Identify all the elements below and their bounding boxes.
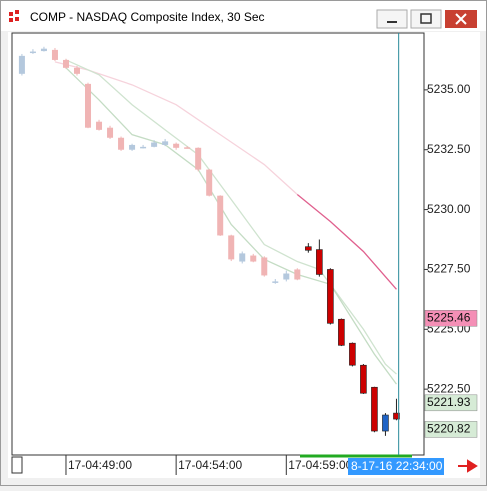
candle-body xyxy=(107,127,114,138)
candle-body xyxy=(294,269,301,280)
candle-body xyxy=(85,83,92,128)
candle-body xyxy=(261,257,268,276)
price-marker xyxy=(424,394,478,412)
price-marker xyxy=(424,310,478,327)
window-title: COMP - NASDAQ Composite Index, 30 Sec xyxy=(30,10,265,24)
cursor-label-bg xyxy=(348,458,444,475)
candle-body xyxy=(62,59,69,68)
y-tick-label: 5222.50 xyxy=(427,381,471,395)
candle-body xyxy=(349,342,356,366)
candle-body xyxy=(305,246,312,251)
y-tick-label: 5232.50 xyxy=(427,142,471,156)
scroll-right-arrow[interactable] xyxy=(458,459,478,473)
candle-body xyxy=(283,273,290,280)
close-button[interactable] xyxy=(445,10,477,28)
candle-body xyxy=(118,137,125,150)
candle-body xyxy=(29,51,36,54)
candle-body xyxy=(217,195,224,236)
candle-body xyxy=(250,255,257,262)
x-tick-label: 17-04:59:00 xyxy=(288,458,352,472)
candle-body xyxy=(96,121,103,130)
candle-body xyxy=(338,318,345,346)
candle-body xyxy=(327,269,334,324)
candle-body xyxy=(206,169,213,196)
maximize-button[interactable] xyxy=(410,9,442,29)
candle-body xyxy=(73,67,80,74)
y-tick-label: 5230.00 xyxy=(427,202,471,216)
candle-body xyxy=(173,143,180,148)
candle-body xyxy=(316,249,323,275)
candle-body xyxy=(18,55,25,74)
minimize-button[interactable] xyxy=(376,9,408,29)
moving-average-line xyxy=(65,67,397,385)
candle-body xyxy=(184,147,191,149)
candle-body xyxy=(382,414,389,432)
plot-layer xyxy=(18,46,400,436)
cursor-label: 8-17-16 22:34:00 xyxy=(351,459,443,473)
x-tick-label: 17-04:49:00 xyxy=(68,458,132,472)
price-marker-label: 5225.46 xyxy=(427,310,471,324)
scroll-box[interactable] xyxy=(11,456,23,474)
candle-body xyxy=(140,146,147,149)
price-marker-label: 5221.93 xyxy=(427,395,471,409)
candle-body xyxy=(228,235,235,260)
moving-average-line xyxy=(65,59,397,375)
price-marker xyxy=(424,421,478,438)
candle-body xyxy=(51,49,58,60)
candle-body xyxy=(239,253,246,262)
candle-body xyxy=(360,364,367,394)
candle-body xyxy=(40,48,47,52)
candle-body xyxy=(393,412,400,420)
candle-body xyxy=(129,144,136,150)
x-tick-label: 17-04:54:00 xyxy=(178,458,242,472)
y-tick-label: 5235.00 xyxy=(427,82,471,96)
candle-body xyxy=(151,142,158,147)
candle-body xyxy=(195,147,202,170)
candle-body xyxy=(162,141,169,145)
candle-body xyxy=(371,386,378,432)
candle-body xyxy=(272,281,279,283)
price-marker-label: 5220.82 xyxy=(427,422,471,436)
y-tick-label: 5227.50 xyxy=(427,262,471,276)
moving-average-line xyxy=(296,193,397,290)
app-icon xyxy=(9,10,19,22)
